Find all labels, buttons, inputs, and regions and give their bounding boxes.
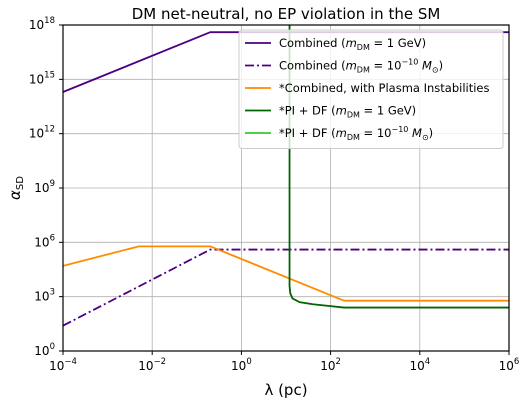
x-tick-base: 10 — [320, 359, 335, 373]
legend-text-part: Combined ( — [279, 36, 346, 50]
legend-text-part: = 10 — [370, 59, 402, 73]
legend-text-part: M — [418, 59, 432, 73]
x-tick-exponent: 0 — [246, 357, 251, 367]
y-tick-base: 10 — [34, 181, 49, 195]
legend-text-part: *PI + DF ( — [279, 104, 336, 118]
y-tick-base: 10 — [29, 18, 44, 32]
y-axis-label-group: αSD — [6, 176, 26, 200]
legend-text-part: m — [346, 59, 357, 73]
x-tick-label: 10−4 — [49, 357, 77, 373]
y-tick-label: 1018 — [29, 16, 55, 32]
series-line-3 — [63, 245, 509, 302]
x-tick-label: 102 — [320, 357, 341, 373]
x-tick-base: 10 — [409, 359, 424, 373]
x-tick-label: 100 — [231, 357, 252, 373]
legend-text-part: = 10 — [360, 126, 392, 140]
x-tick-base: 10 — [499, 359, 514, 373]
legend-label: *PI + DF (mDM = 10−10 M⊙) — [279, 125, 433, 142]
x-tick-label: 104 — [409, 357, 430, 373]
y-tick-exponent: 0 — [50, 342, 55, 352]
y-tick-exponent: 9 — [50, 179, 55, 189]
x-tick-exponent: −4 — [64, 357, 77, 367]
x-tick-base: 10 — [49, 359, 64, 373]
legend-text-part: *Combined, with Plasma Instabilities — [279, 81, 490, 95]
y-tick-exponent: 6 — [50, 233, 55, 243]
series-line-2 — [63, 248, 509, 327]
x-tick-exponent: 4 — [425, 357, 430, 367]
legend-text-part: m — [336, 104, 347, 118]
legend-label: *Combined, with Plasma Instabilities — [279, 81, 490, 95]
legend-box — [238, 29, 504, 149]
y-axis-label-sub: SD — [15, 176, 26, 190]
legend-text-part: DM — [347, 133, 360, 142]
y-tick-base: 10 — [29, 127, 44, 141]
y-tick-label: 109 — [34, 179, 55, 195]
legend-text-part: M — [408, 126, 422, 140]
y-tick-exponent: 12 — [44, 125, 55, 135]
x-tick-label: 10−2 — [138, 357, 166, 373]
legend-text-part: DM — [347, 111, 360, 120]
axis-ticks: 10−4 10−2 100 102 104 10610010310610910121015… — [29, 16, 519, 373]
y-tick-base: 10 — [34, 344, 49, 358]
y-axis-label: αSD — [6, 176, 26, 200]
legend-text-part: m — [346, 36, 357, 50]
y-tick-label: 100 — [34, 342, 55, 358]
x-tick-label: 106 — [499, 357, 520, 373]
legend-label: Combined (mDM = 10−10 M⊙) — [279, 58, 443, 75]
y-tick-exponent: 3 — [50, 288, 55, 298]
legend-text-part: ) — [439, 59, 444, 73]
legend: Combined (mDM = 1 GeV)Combined (mDM = 10… — [238, 29, 504, 149]
legend-text-part: m — [336, 126, 347, 140]
y-tick-label: 1015 — [29, 70, 55, 86]
y-tick-label: 106 — [34, 233, 55, 249]
legend-text-part: = 1 GeV) — [370, 36, 426, 50]
legend-text-part: −10 — [401, 58, 418, 67]
legend-label: Combined (mDM = 1 GeV) — [279, 36, 426, 52]
legend-text-part: ) — [429, 126, 434, 140]
x-tick-exponent: 2 — [336, 357, 341, 367]
x-tick-base: 10 — [231, 359, 246, 373]
y-tick-exponent: 15 — [44, 70, 55, 80]
legend-text-part: DM — [357, 66, 370, 75]
series-line-4 — [288, 25, 509, 309]
legend-label: *PI + DF (mDM = 1 GeV) — [279, 104, 416, 120]
legend-text-part: −10 — [392, 125, 409, 134]
y-tick-label: 103 — [34, 288, 55, 304]
chart-title: DM net-neutral, no EP violation in the S… — [132, 5, 441, 23]
legend-text-part: ⊙ — [422, 133, 429, 142]
legend-text-part: Combined ( — [279, 59, 346, 73]
x-tick-base: 10 — [138, 359, 153, 373]
y-axis-label-main: α — [6, 190, 24, 200]
y-tick-label: 1012 — [29, 125, 55, 141]
y-tick-base: 10 — [34, 290, 49, 304]
x-tick-exponent: 6 — [514, 357, 519, 367]
y-tick-base: 10 — [29, 72, 44, 86]
legend-text-part: DM — [357, 43, 370, 52]
x-tick-exponent: −2 — [154, 357, 167, 367]
x-axis-label: λ (pc) — [264, 381, 307, 399]
y-tick-base: 10 — [34, 235, 49, 249]
legend-text-part: *PI + DF ( — [279, 126, 336, 140]
legend-text-part: ⊙ — [432, 66, 439, 75]
legend-text-part: = 1 GeV) — [360, 104, 416, 118]
y-tick-exponent: 18 — [44, 16, 55, 26]
